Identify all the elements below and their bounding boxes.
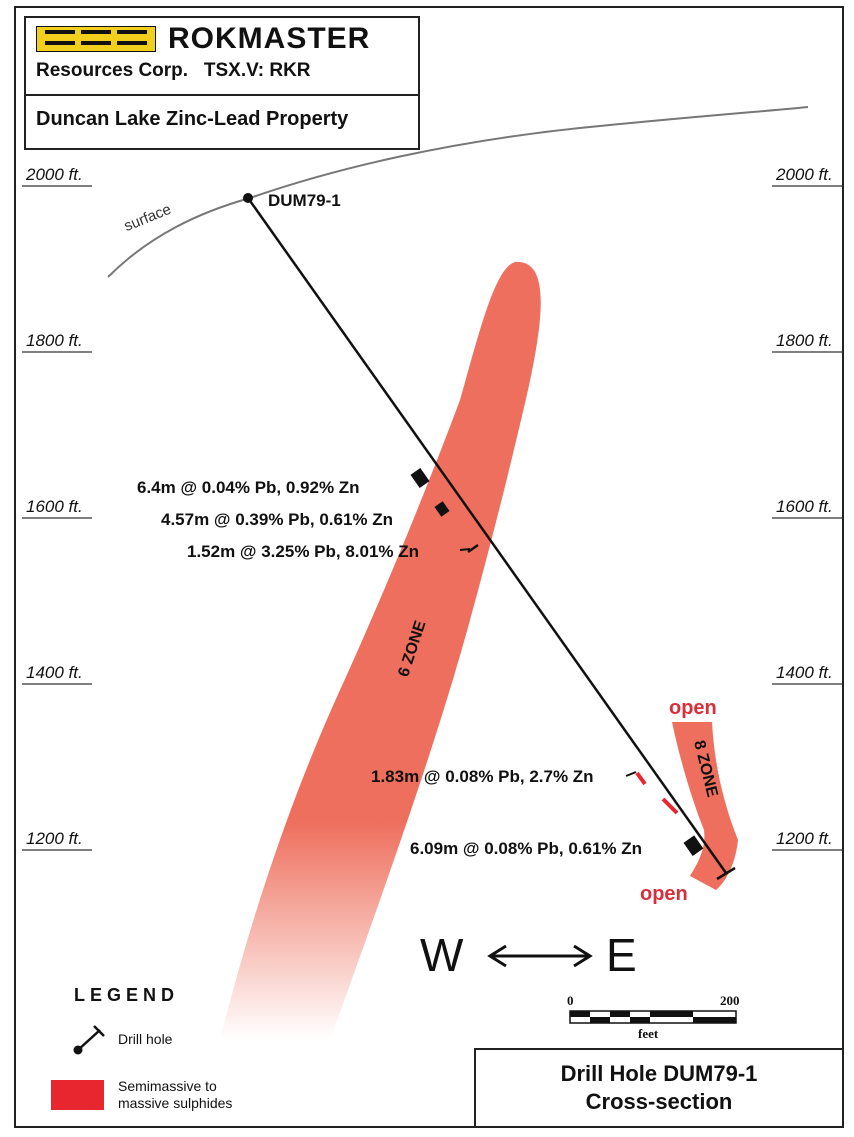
intercept-marker xyxy=(635,771,647,786)
legend-drill-hole-label: Drill hole xyxy=(118,1031,173,1047)
elevation-label-right: 1200 ft. xyxy=(776,829,833,848)
elevation-label-right: 2000 ft. xyxy=(776,165,833,184)
property-name: Duncan Lake Zinc-Lead Property xyxy=(36,108,349,130)
legend-drill-hole-symbol xyxy=(73,1025,105,1055)
intercept-marker xyxy=(434,501,450,517)
leader-line xyxy=(625,771,637,777)
drill-hole-name: DUM79-1 xyxy=(268,191,341,210)
intercept-label: 1.83m @ 0.08% Pb, 2.7% Zn xyxy=(371,767,594,786)
title-line-2: Cross-section xyxy=(585,1089,733,1114)
legend-sulphide-swatch xyxy=(51,1080,104,1110)
rkr-logo-icon xyxy=(36,26,156,52)
elevation-label-right: 1400 ft. xyxy=(776,663,833,682)
elevation-label-right: 1600 ft. xyxy=(776,497,833,516)
legend-sulphides-label: Semimassive to massive sulphides xyxy=(118,1078,233,1111)
company-ticker: Resources Corp. TSX.V: RKR xyxy=(36,60,311,81)
drill-hole-collar xyxy=(243,193,253,203)
intercept-label: 4.57m @ 0.39% Pb, 0.61% Zn xyxy=(161,510,394,529)
title-block: Drill Hole DUM79-1 Cross-section xyxy=(474,1048,844,1128)
elevation-label-left: 1400 ft. xyxy=(26,663,83,682)
elevation-label-right: 1800 ft. xyxy=(776,331,833,350)
west-east-arrow xyxy=(487,944,593,968)
intercept-marker xyxy=(467,543,479,554)
title-line-1: Drill Hole DUM79-1 xyxy=(560,1061,758,1086)
drill-hole-end xyxy=(716,866,736,881)
intercept-label: 6.4m @ 0.04% Pb, 0.92% Zn xyxy=(137,478,360,497)
intercept-label: 1.52m @ 3.25% Pb, 8.01% Zn xyxy=(187,542,420,561)
company-header: ROKMASTER Resources Corp. TSX.V: RKR Dun… xyxy=(24,16,420,150)
elevation-label-left: 1600 ft. xyxy=(26,497,83,516)
open-label-top: open xyxy=(669,697,717,719)
open-label-bottom: open xyxy=(640,883,688,905)
header-divider xyxy=(26,94,418,96)
company-name: ROKMASTER xyxy=(168,22,371,55)
zone-8-body xyxy=(672,722,738,890)
drill-hole-trace xyxy=(246,197,728,874)
west-label: W xyxy=(420,929,464,981)
scale-min-label: 0 xyxy=(567,993,574,1008)
elevation-label-left: 1200 ft. xyxy=(26,829,83,848)
leader-line xyxy=(459,548,471,551)
intercept-marker xyxy=(661,797,679,815)
scale-bar xyxy=(569,1010,737,1024)
scale-unit-label: feet xyxy=(638,1026,659,1041)
elevation-label-left: 1800 ft. xyxy=(26,331,83,350)
elevation-label-left: 2000 ft. xyxy=(26,165,83,184)
intercept-label: 6.09m @ 0.08% Pb, 0.61% Zn xyxy=(410,839,643,858)
surface-line xyxy=(107,106,809,278)
map-frame xyxy=(14,6,844,1128)
elevation-lines xyxy=(22,185,842,851)
scale-max-label: 200 xyxy=(720,993,740,1008)
zone-6-body xyxy=(220,261,541,1040)
intercept-marker xyxy=(683,835,704,856)
legend-title: LEGEND xyxy=(74,985,180,1005)
intercept-marker xyxy=(410,468,430,488)
east-label: E xyxy=(606,929,637,981)
